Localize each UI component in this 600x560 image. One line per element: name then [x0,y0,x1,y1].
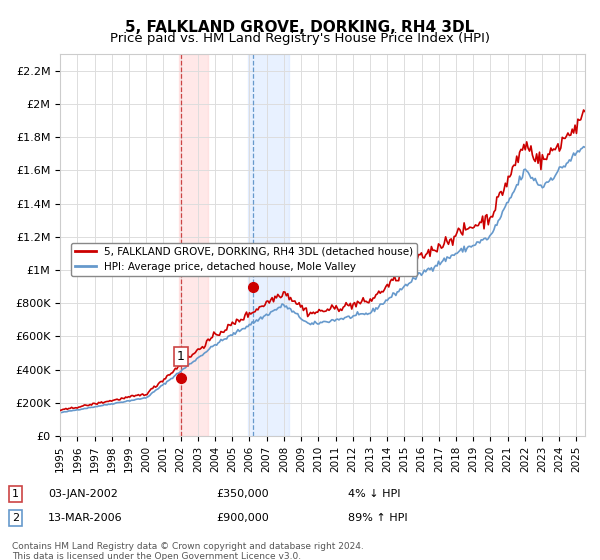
Text: 13-MAR-2006: 13-MAR-2006 [48,513,122,523]
Text: 1: 1 [12,489,19,499]
Bar [179,54,208,436]
Text: £350,000: £350,000 [216,489,269,499]
Bar [248,54,289,436]
Text: 5, FALKLAND GROVE, DORKING, RH4 3DL: 5, FALKLAND GROVE, DORKING, RH4 3DL [125,20,475,35]
Text: Price paid vs. HM Land Registry's House Price Index (HPI): Price paid vs. HM Land Registry's House … [110,32,490,45]
Legend: 5, FALKLAND GROVE, DORKING, RH4 3DL (detached house), HPI: Average price, detach: 5, FALKLAND GROVE, DORKING, RH4 3DL (det… [71,242,418,276]
Text: Contains HM Land Registry data © Crown copyright and database right 2024.
This d: Contains HM Land Registry data © Crown c… [12,542,364,560]
Text: 4% ↓ HPI: 4% ↓ HPI [348,489,401,499]
Text: 89% ↑ HPI: 89% ↑ HPI [348,513,407,523]
Text: 2: 2 [249,259,257,272]
Text: 03-JAN-2002: 03-JAN-2002 [48,489,118,499]
Text: 1: 1 [177,350,185,363]
Text: 2: 2 [12,513,19,523]
Text: £900,000: £900,000 [216,513,269,523]
